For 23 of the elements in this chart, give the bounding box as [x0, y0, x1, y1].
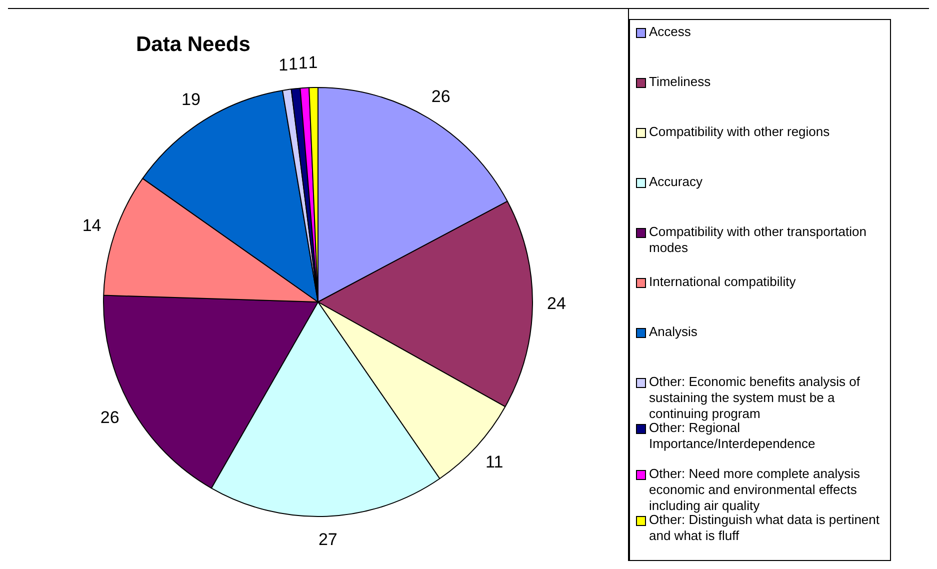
data-label: 11 — [486, 452, 504, 472]
data-label: 1 — [288, 54, 298, 74]
data-label: 27 — [318, 530, 338, 549]
data-label: 19 — [182, 90, 200, 109]
data-label: 14 — [82, 216, 102, 236]
legend-label: Accuracy — [649, 174, 702, 190]
legend-label: Timeliness — [649, 74, 711, 90]
data-label: 1 — [298, 54, 308, 73]
legend-label: Other: Need more complete analysis economic and environmental effects including air quality — [649, 466, 861, 514]
data-label: 1 — [278, 56, 288, 75]
legend-label: Compatibility with other regions — [649, 124, 830, 140]
legend-label: Other: Economic benefits analysis of sustaining the system must be a continuing program — [649, 374, 861, 422]
data-label: 26 — [431, 87, 450, 106]
legend-label: Other: Regional Importance/Interdependence — [649, 420, 816, 452]
legend-label: Analysis — [649, 324, 698, 340]
text: Data Needs — [136, 33, 250, 57]
data-label: 1 — [308, 53, 318, 72]
legend-label: Other: Distinguish what data is pertinent and what is fluff — [649, 512, 881, 544]
data-label: 24 — [547, 294, 566, 314]
legend-label: International compatibility — [649, 274, 796, 290]
data-label: 26 — [100, 408, 120, 428]
legend-label: Access — [649, 24, 691, 40]
legend-label: Compatibility with other transportation modes — [649, 224, 868, 256]
